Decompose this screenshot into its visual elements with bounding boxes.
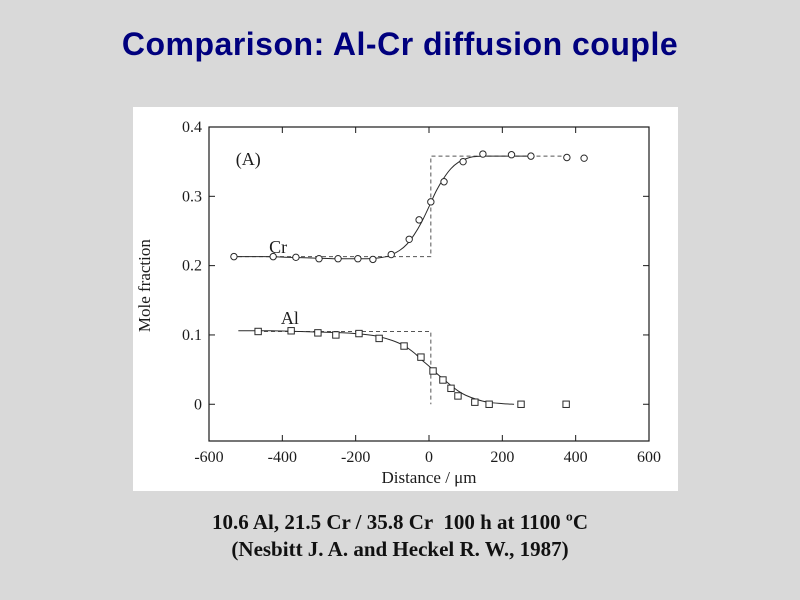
- y-axis-label: Mole fraction: [135, 239, 154, 332]
- data-point-cr: [440, 178, 448, 186]
- caption-reference-line: (Nesbitt J. A. and Heckel R. W., 1987): [231, 537, 569, 561]
- data-point-al: [439, 376, 447, 384]
- y-tick-label: 0.3: [182, 188, 202, 205]
- data-point-al: [447, 384, 455, 393]
- y-tick-label: 0.4: [182, 119, 202, 136]
- data-point-cr: [479, 150, 487, 158]
- data-point-cr: [563, 153, 571, 162]
- data-point-al: [314, 329, 322, 337]
- data-point-al: [375, 334, 383, 343]
- y-tick-label: 0.2: [182, 258, 202, 275]
- data-point-cr: [507, 151, 516, 159]
- panel-label: (A): [236, 149, 261, 170]
- x-tick-label: 400: [564, 449, 588, 466]
- data-point-al: [400, 342, 408, 350]
- data-point-al: [562, 400, 570, 408]
- data-point-al: [429, 367, 437, 375]
- data-point-al: [287, 327, 295, 335]
- x-tick-label: -400: [268, 449, 297, 466]
- data-point-al: [454, 392, 462, 400]
- data-point-cr: [427, 198, 435, 206]
- x-tick-label: 600: [637, 449, 661, 466]
- data-point-cr: [334, 254, 342, 263]
- data-point-cr: [415, 216, 423, 224]
- y-tick-label: 0.1: [182, 327, 202, 344]
- slide-title: Comparison: Al-Cr diffusion couple: [121, 26, 679, 62]
- data-point-cr: [369, 255, 377, 264]
- series-label-cr: Cr: [269, 237, 287, 257]
- data-point-cr: [405, 235, 413, 243]
- data-point-cr: [580, 154, 588, 162]
- x-tick-label: -600: [194, 449, 223, 466]
- data-point-cr: [292, 253, 300, 262]
- data-point-al: [517, 400, 525, 408]
- diffusion-profile-chart: -600 -400 -200 0 200 400 600 0 0.1 0.2 0.3 0.4 Dista…: [135, 119, 661, 487]
- x-tick-label: 0: [425, 449, 433, 466]
- x-axis-label: Distance / μm: [381, 468, 476, 487]
- data-point-al: [471, 398, 479, 406]
- plot-frame: [208, 126, 650, 442]
- data-point-al: [355, 329, 363, 338]
- data-point-cr: [527, 152, 535, 160]
- data-point-al: [254, 327, 262, 336]
- data-point-al: [485, 400, 493, 408]
- data-point-cr: [354, 254, 362, 263]
- data-point-cr: [230, 252, 238, 261]
- x-tick-label: -200: [341, 449, 370, 466]
- data-point-cr: [387, 250, 395, 259]
- fit-curve-cr: [233, 155, 528, 260]
- data-point-cr: [315, 254, 323, 263]
- data-point-al: [417, 353, 425, 361]
- y-tick-label: 0: [194, 396, 202, 413]
- caption: 10.6 Al, 21.5 Cr / 35.8 Cr 100 h at 1100…: [0, 509, 800, 563]
- data-point-al: [332, 331, 340, 339]
- data-point-cr: [269, 252, 277, 261]
- x-tick-label: 200: [490, 449, 514, 466]
- data-point-cr: [459, 157, 467, 166]
- chart-panel: -600 -400 -200 0 200 400 600 0 0.1 0.2 0.3 0.4 Dista…: [133, 107, 678, 491]
- series-label-al: Al: [281, 308, 299, 328]
- caption-composition-line: 10.6 Al, 21.5 Cr / 35.8 Cr 100 h at 1100…: [211, 510, 588, 534]
